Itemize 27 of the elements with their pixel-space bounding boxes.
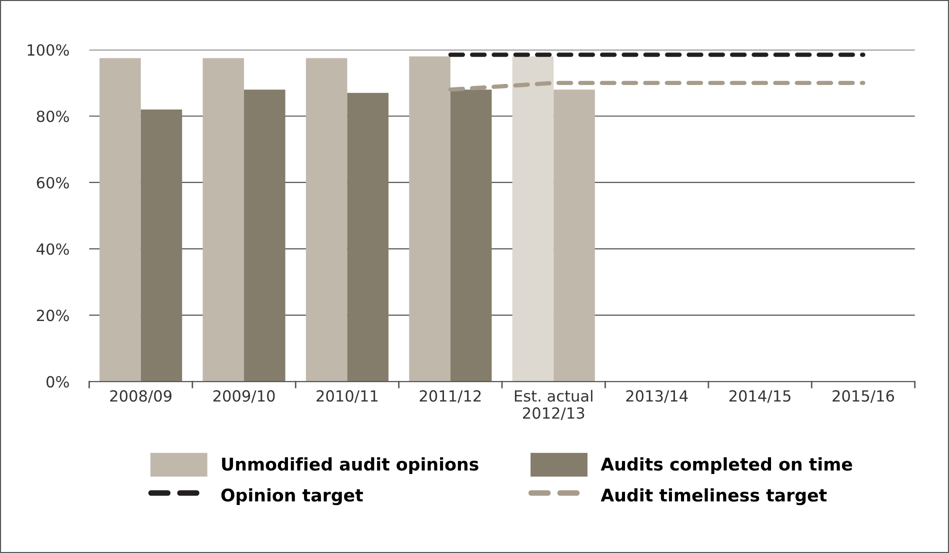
y-tick-label: 100%: [28, 44, 69, 56]
bar: [306, 58, 348, 382]
legend-label: Audit timeliness target: [600, 488, 827, 506]
bar: [347, 92, 388, 382]
bar: [244, 90, 286, 382]
y-tick-label: 60%: [36, 176, 69, 189]
x-tick-label: 2009/10: [213, 390, 275, 403]
y-tick-label: 40%: [36, 243, 69, 255]
legend-label: Opinion target: [221, 488, 363, 506]
x-tick-label: Est. actual 2012/13: [514, 390, 592, 420]
x-tick-label: 2014/15: [729, 390, 790, 403]
bar: [140, 109, 182, 382]
x-tick-label: 2013/14: [626, 390, 688, 403]
x-tick-label: 2015/16: [832, 390, 894, 403]
bar: [409, 56, 450, 382]
bar: [100, 58, 141, 382]
bar: [450, 90, 492, 382]
legend-label: Audits completed on time: [600, 457, 852, 474]
bar: [512, 56, 554, 382]
y-tick-label: 0%: [46, 376, 69, 388]
y-tick-label: 20%: [36, 310, 69, 322]
y-tick-label: 80%: [36, 110, 69, 122]
legend-label: Unmodified audit opinions: [222, 457, 478, 474]
bar: [202, 58, 244, 382]
x-tick-label: 2011/12: [420, 390, 481, 403]
x-tick-label: 2008/09: [110, 390, 172, 403]
x-tick-label: 2010/11: [316, 390, 378, 403]
